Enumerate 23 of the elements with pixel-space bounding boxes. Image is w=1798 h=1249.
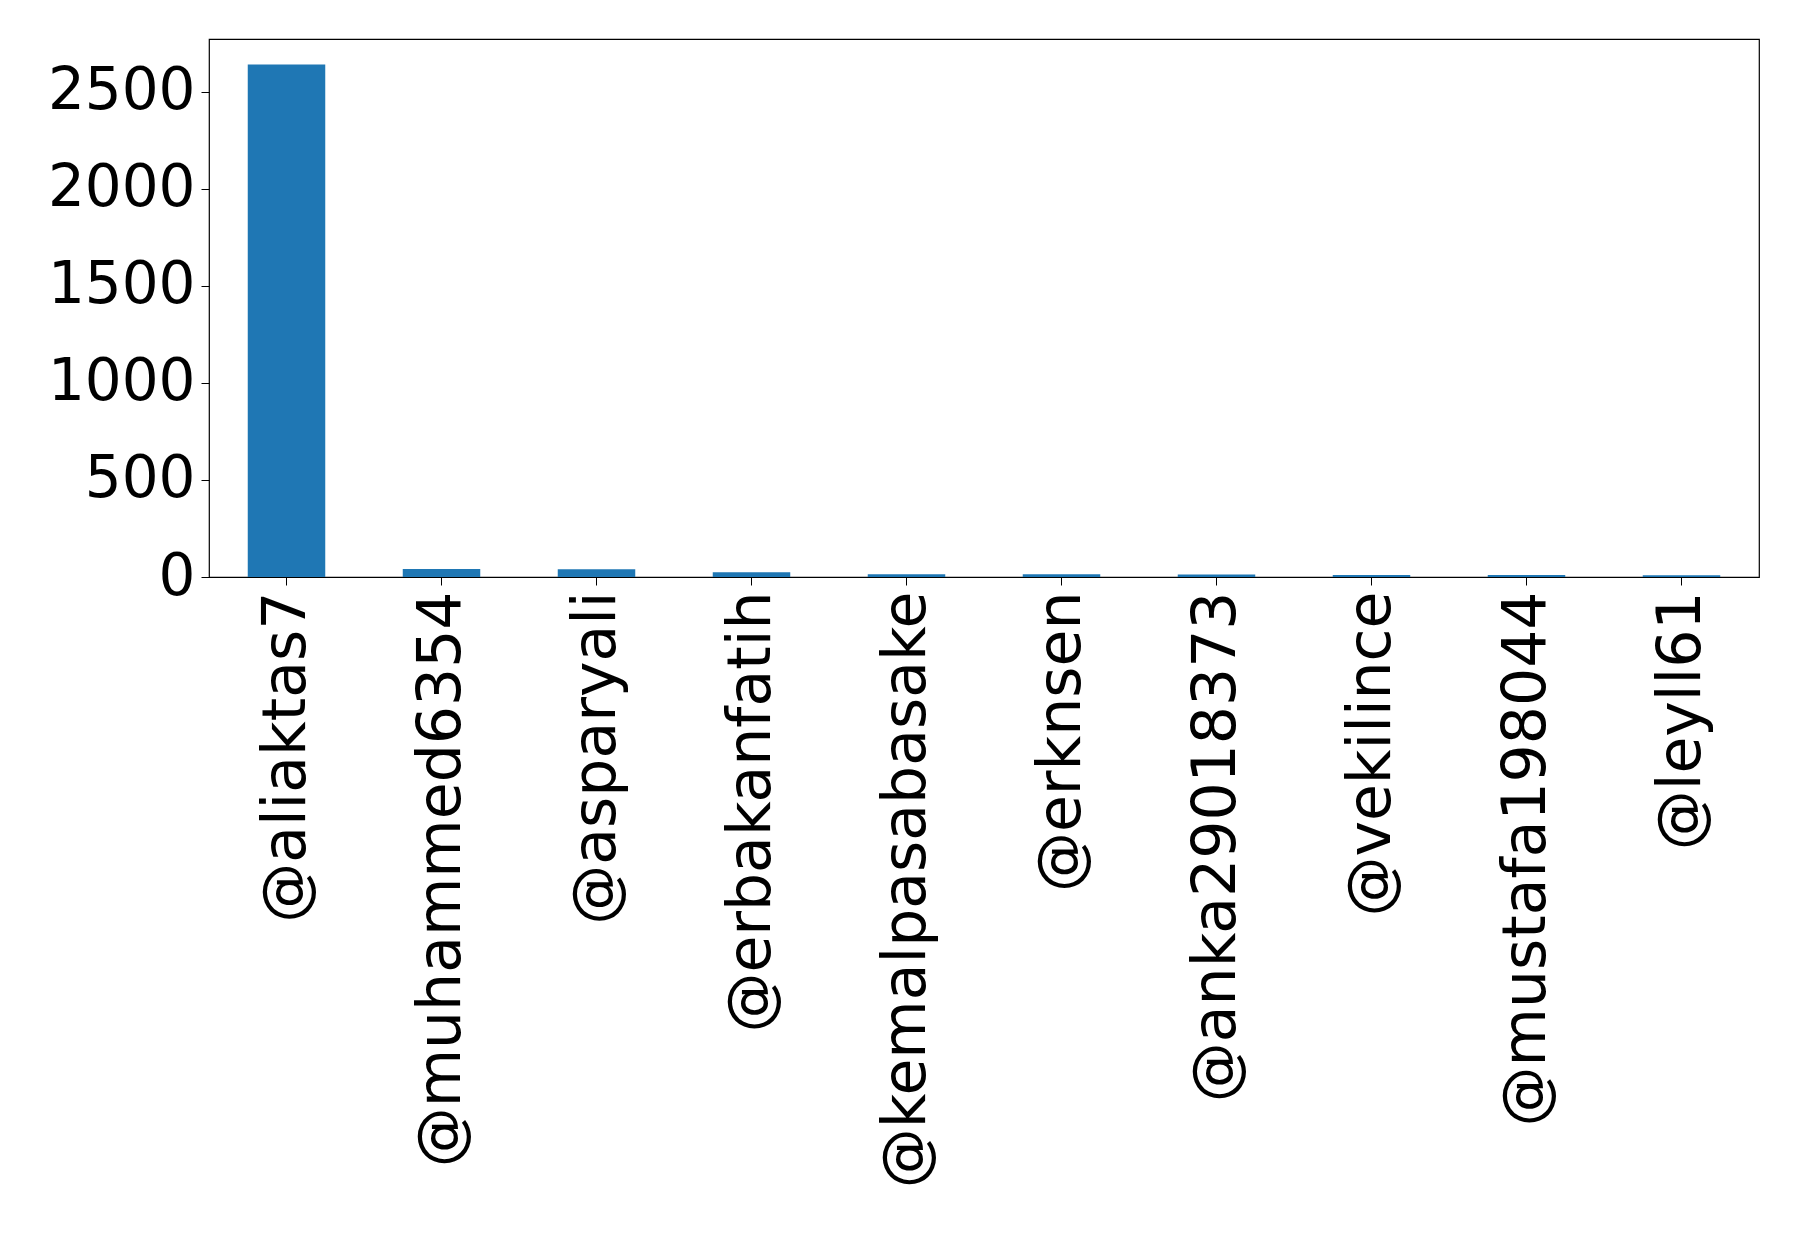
bar — [247, 64, 326, 577]
x-tick-label: @asparyali — [558, 591, 629, 925]
bar — [867, 574, 946, 577]
bar — [557, 569, 636, 577]
y-tick-label: 500 — [84, 443, 196, 512]
y-tick-label: 2000 — [47, 152, 196, 221]
x-tick-label: @aliaktas7 — [248, 591, 319, 923]
x-tick-label: @kemalpasabasake — [868, 591, 939, 1189]
x-tick-label: @erknsen — [1023, 591, 1094, 893]
bar — [1177, 574, 1256, 577]
x-tick-label: @vekilince — [1333, 591, 1404, 917]
x-tick-label: @mustafa198044 — [1488, 591, 1559, 1127]
x-tick-label: @muhammed6354 — [403, 591, 474, 1168]
y-tick-label: 2500 — [47, 55, 196, 124]
x-tick-label: @anka29018373 — [1178, 591, 1249, 1103]
bar — [712, 572, 791, 577]
y-tick-label: 1000 — [47, 346, 196, 415]
bar — [1022, 574, 1101, 577]
x-tick-label: @erbakanfatih — [713, 591, 784, 1033]
x-tick-label: @leyll61 — [1643, 591, 1714, 851]
y-tick-label: 0 — [158, 540, 196, 609]
bar — [402, 569, 481, 577]
y-tick-label: 1500 — [47, 249, 196, 318]
